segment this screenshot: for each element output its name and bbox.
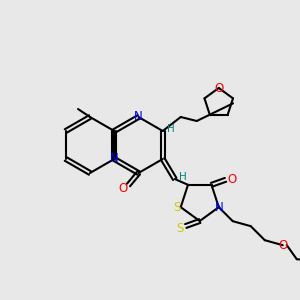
- Text: S: S: [173, 201, 180, 214]
- Text: N: N: [110, 152, 118, 166]
- Text: O: O: [278, 239, 287, 252]
- Text: H: H: [167, 124, 175, 134]
- Text: O: O: [214, 82, 224, 94]
- Text: S: S: [176, 221, 183, 235]
- Text: O: O: [227, 173, 236, 186]
- Text: O: O: [119, 182, 128, 194]
- Text: N: N: [134, 110, 143, 124]
- Text: N: N: [214, 201, 223, 214]
- Text: H: H: [179, 172, 187, 182]
